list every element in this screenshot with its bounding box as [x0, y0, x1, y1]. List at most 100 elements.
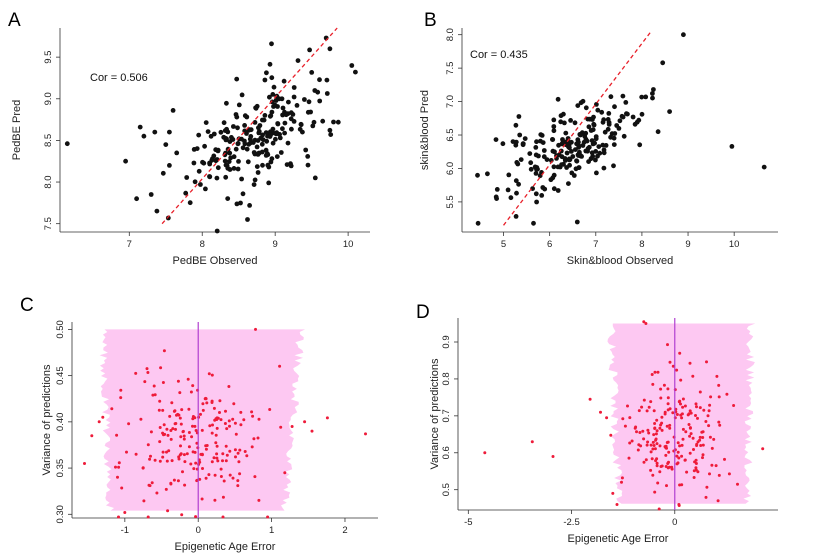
data-point [234, 76, 240, 82]
data-point [658, 444, 662, 448]
data-point [680, 416, 684, 420]
data-point [90, 434, 94, 438]
data-point [223, 422, 227, 425]
data-point [242, 113, 248, 119]
data-point [588, 156, 594, 162]
data-point [590, 127, 596, 133]
data-point [555, 164, 561, 170]
data-point [687, 423, 691, 426]
data-point [494, 196, 499, 202]
data-point [250, 410, 254, 414]
x-tick-label: 6 [547, 239, 552, 250]
data-point [164, 487, 168, 491]
data-point [707, 424, 711, 428]
data-point [123, 158, 128, 164]
data-point [215, 426, 219, 430]
data-point [701, 453, 705, 457]
data-point [288, 116, 294, 122]
data-point [182, 434, 186, 438]
data-point [606, 111, 612, 116]
data-point [701, 436, 705, 439]
data-point [533, 145, 539, 150]
y-axis-label: Variance of predictions [429, 358, 441, 470]
data-point [699, 444, 703, 447]
data-point [353, 69, 358, 75]
data-point [224, 409, 227, 413]
data-point [226, 159, 232, 165]
data-point [224, 126, 230, 132]
data-point [155, 491, 159, 495]
data-point [260, 117, 265, 123]
data-point [228, 473, 232, 477]
data-point [594, 170, 599, 176]
data-point [694, 458, 698, 462]
data-point [177, 457, 181, 461]
data-point [161, 381, 165, 384]
data-point [597, 150, 603, 156]
data-point [254, 144, 260, 150]
data-point [649, 443, 653, 447]
data-point [562, 120, 567, 126]
data-point [270, 140, 276, 146]
data-point [514, 190, 519, 196]
data-point [630, 439, 634, 443]
data-point [256, 129, 262, 134]
data-point [695, 442, 699, 446]
data-point [268, 408, 272, 411]
y-tick-label: 5.5 [445, 195, 456, 208]
data-point [159, 366, 163, 370]
data-point [200, 159, 205, 165]
correlation-annotation: Cor = 0.435 [470, 49, 528, 61]
data-point [709, 395, 713, 399]
data-point [310, 123, 316, 129]
data-point [475, 172, 480, 178]
data-point [552, 149, 557, 155]
data-point [531, 220, 536, 226]
data-point [152, 384, 156, 388]
data-point [621, 417, 625, 421]
data-point [280, 105, 286, 111]
data-point [225, 427, 229, 431]
data-point [653, 447, 657, 451]
data-point [666, 396, 670, 400]
data-point [194, 146, 200, 152]
data-point [717, 395, 721, 399]
x-tick-label: 9 [273, 239, 278, 250]
data-point [224, 459, 228, 463]
data-point [162, 423, 166, 427]
data-point [234, 455, 237, 459]
data-point [611, 142, 617, 148]
data-point [593, 134, 599, 140]
data-point [183, 460, 187, 464]
data-point [513, 214, 519, 219]
data-point [650, 373, 654, 376]
data-point [675, 462, 679, 466]
data-point [550, 137, 555, 142]
data-point [242, 418, 246, 422]
data-point [685, 470, 689, 474]
data-point [688, 361, 692, 365]
data-point [708, 403, 712, 407]
data-point [567, 145, 572, 151]
data-point [297, 126, 303, 132]
data-point [689, 432, 693, 436]
data-point [224, 444, 228, 448]
data-point [257, 498, 261, 502]
data-point [210, 401, 214, 404]
data-point [651, 382, 655, 386]
data-point [270, 92, 276, 97]
data-point [647, 431, 651, 435]
data-point [560, 137, 565, 142]
data-point [522, 136, 528, 142]
data-point [270, 126, 276, 132]
data-point [218, 399, 222, 403]
data-point [253, 475, 257, 479]
data-point [611, 163, 616, 169]
data-point [119, 396, 123, 400]
data-point [704, 495, 708, 499]
data-point [574, 219, 580, 225]
x-tick-label: 9 [685, 239, 690, 250]
data-point [541, 148, 547, 153]
data-point [166, 433, 170, 437]
